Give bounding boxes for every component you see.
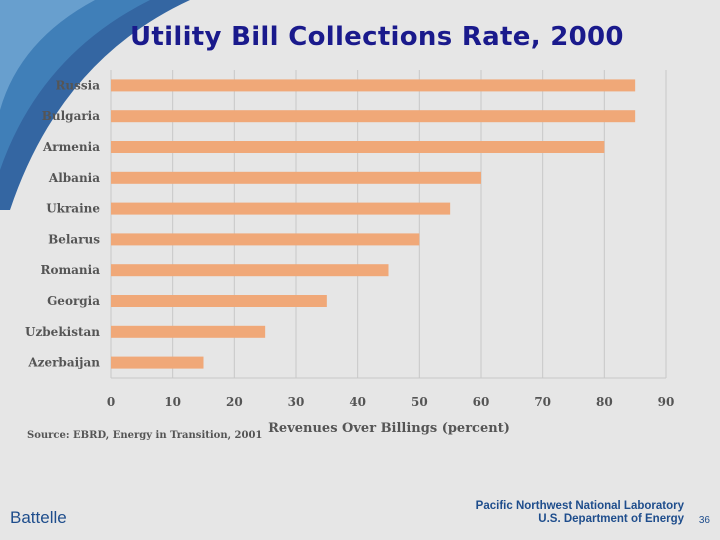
doe-name: U.S. Department of Energy (538, 513, 684, 525)
page-number: 36 (698, 515, 710, 526)
bar-ukraine (111, 202, 451, 215)
x-tick-label: 40 (349, 395, 366, 409)
category-label: Georgia (47, 294, 100, 308)
category-label: Belarus (48, 232, 100, 246)
category-label: Romania (40, 263, 100, 277)
x-tick-label: 60 (473, 395, 490, 409)
category-label: Albania (48, 171, 100, 185)
x-tick-label: 80 (596, 395, 613, 409)
category-label: Armenia (42, 140, 100, 154)
x-tick-label: 70 (534, 395, 551, 409)
bar-azerbaijan (111, 356, 204, 369)
bars (111, 79, 636, 369)
pnnl-footer: Pacific Northwest National Laboratory U.… (476, 500, 684, 526)
battelle-logo: Battelle (10, 508, 67, 527)
slide-title: Utility Bill Collections Rate, 2000 (130, 22, 624, 52)
bar-russia (111, 79, 636, 92)
bar-armenia (111, 141, 605, 153)
bar-uzbekistan (111, 325, 266, 338)
x-tick-label: 30 (288, 395, 305, 409)
category-label: Russia (55, 78, 100, 92)
corner-decoration (0, 0, 190, 210)
x-tick-labels: 0 10 20 30 40 50 60 70 80 90 (107, 395, 675, 409)
category-label: Azerbaijan (27, 356, 100, 370)
category-label: Bulgaria (42, 109, 100, 123)
x-tick-label: 50 (411, 395, 428, 409)
bar-romania (111, 264, 389, 277)
bar-belarus (111, 233, 420, 246)
x-tick-label: 20 (226, 395, 243, 409)
x-tick-label: 90 (658, 395, 675, 409)
x-axis-label: Revenues Over Billings (percent) (268, 421, 510, 436)
category-label: Uzbekistan (25, 325, 100, 339)
pnnl-name: Pacific Northwest National Laboratory (475, 500, 684, 512)
bar-bulgaria (111, 110, 636, 123)
category-label: Ukraine (46, 202, 100, 216)
category-labels: Russia Bulgaria Armenia Albania Ukraine Belar… (25, 78, 100, 369)
bar-georgia (111, 295, 327, 307)
x-tick-label: 10 (164, 395, 181, 409)
x-tick-label: 0 (107, 395, 115, 409)
source-note: Source: EBRD, Energy in Transition, 2001 (27, 430, 263, 441)
bar-albania (111, 171, 481, 184)
